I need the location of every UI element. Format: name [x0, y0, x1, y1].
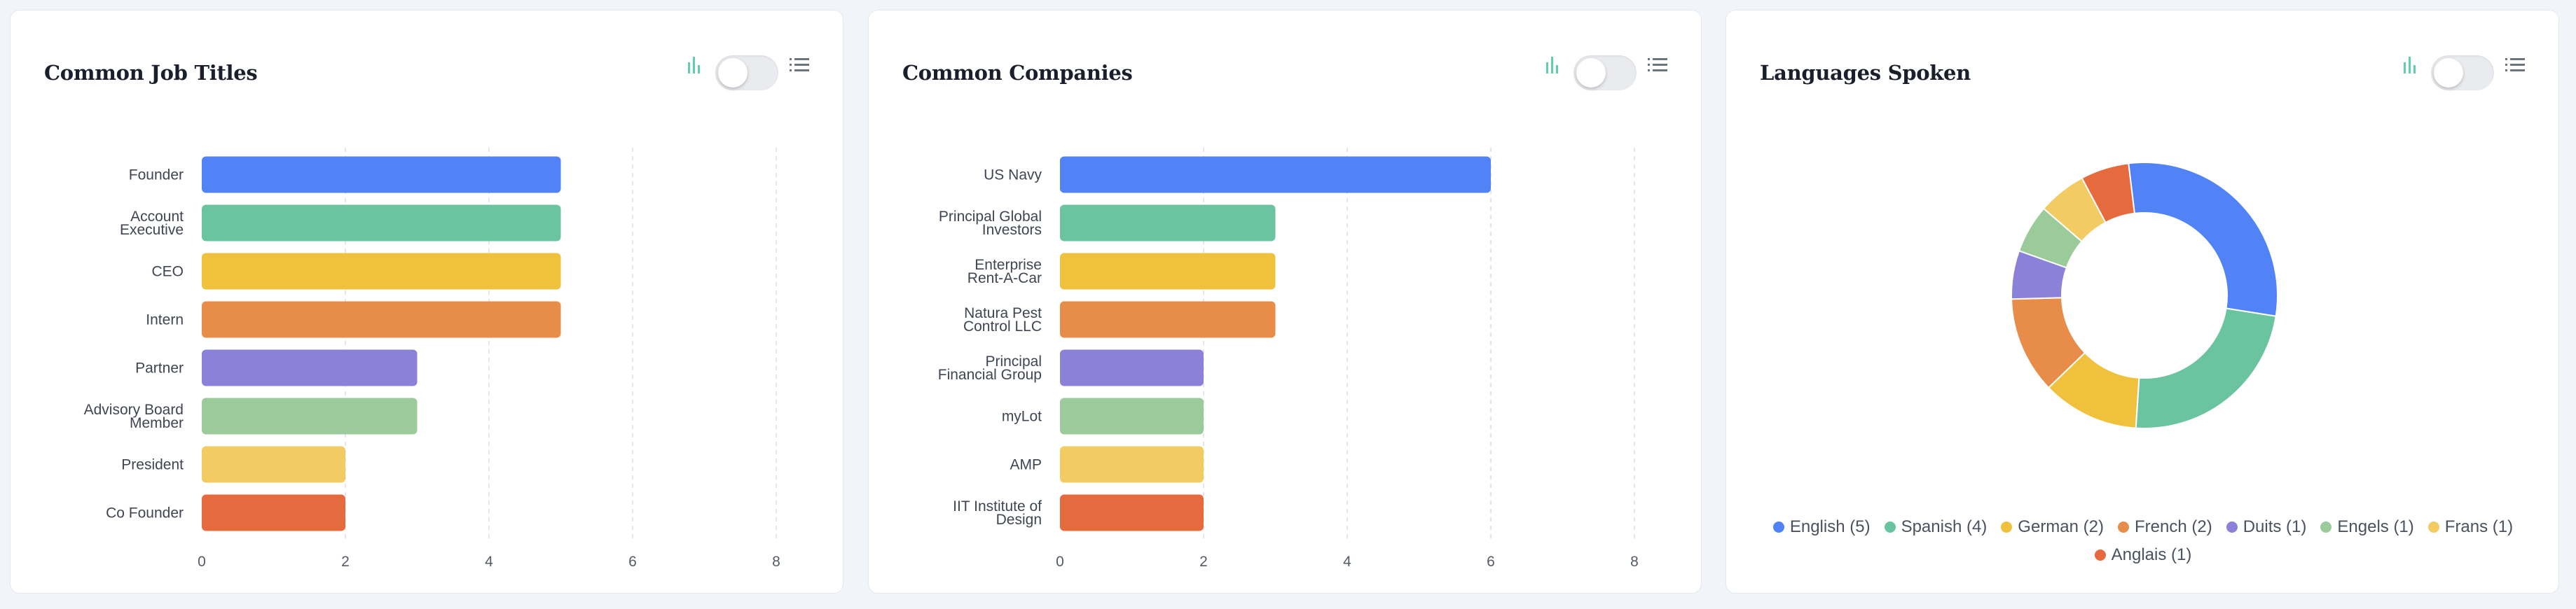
bar [202, 253, 561, 290]
legend-label: Anglais (1) [2111, 545, 2192, 564]
bar [202, 156, 561, 193]
y-tick-label: Financial Group [938, 367, 1042, 383]
legend-swatch [2001, 522, 2013, 533]
toggle-knob [1576, 58, 1606, 88]
x-tick-label: 8 [772, 554, 780, 570]
list-icon[interactable] [2505, 57, 2525, 74]
bar [202, 398, 418, 435]
bar-chart-icon[interactable] [1544, 55, 1561, 75]
bar [202, 349, 418, 386]
card-title: Languages Spoken [1760, 61, 1971, 85]
list-icon[interactable] [1648, 57, 1667, 74]
x-tick-label: 4 [485, 554, 493, 570]
legend-label: Engels (1) [2337, 517, 2414, 536]
x-tick-label: 0 [1056, 554, 1064, 570]
bar-chart-icon[interactable] [686, 55, 703, 75]
y-tick-label: Control LLC [963, 318, 1042, 335]
y-tick-label: Co Founder [106, 505, 184, 522]
legend-swatch [2094, 550, 2106, 561]
legend-swatch [2226, 522, 2238, 533]
list-icon[interactable] [790, 57, 809, 74]
legend-label: German (2) [2018, 517, 2104, 536]
legend-label: French (2) [2135, 517, 2212, 536]
legend-item[interactable]: English (5) [1772, 513, 1871, 541]
bar [1060, 204, 1276, 241]
legend-label: Spanish (4) [1901, 517, 1988, 536]
bar [202, 204, 561, 241]
legend-item[interactable]: Engels (1) [2320, 513, 2414, 541]
job-titles-card: Common Job Titles 0 2 4 6 8 Founder Account Exe… [10, 10, 843, 594]
x-tick-label: 2 [1199, 554, 1208, 570]
bar [1060, 494, 1204, 531]
x-tick-label: 0 [198, 554, 206, 570]
legend-label: Duits (1) [2243, 517, 2307, 536]
y-tick-label: CEO [151, 264, 184, 280]
x-tick-label: 8 [1630, 554, 1639, 570]
bar [1060, 349, 1204, 386]
y-tick-label: Enterprise [974, 257, 1042, 273]
donut-slice [2135, 307, 2277, 429]
legend-label: Frans (1) [2444, 517, 2514, 536]
view-toggle[interactable] [2431, 55, 2494, 90]
donut-slice [2128, 162, 2278, 317]
legend-item[interactable]: Spanish (4) [1884, 513, 1988, 541]
legend-item[interactable]: German (2) [2001, 513, 2104, 541]
y-tick-label: US Navy [984, 167, 1042, 183]
y-tick-label: Natura Pest [964, 305, 1042, 321]
legend-swatch [2320, 522, 2332, 533]
legend-item[interactable]: French (2) [2118, 513, 2212, 541]
legend-item[interactable]: Anglais (1) [2094, 541, 2192, 569]
bar [1060, 301, 1276, 338]
toggle-knob [2434, 58, 2463, 88]
x-tick-label: 6 [1487, 554, 1495, 570]
card-title: Common Companies [902, 61, 1133, 85]
companies-card: Common Companies 0 2 4 6 8 US Navy Principal G… [868, 10, 1702, 594]
bar-chart-icon[interactable] [2402, 55, 2418, 75]
view-toggle[interactable] [1573, 55, 1637, 90]
view-toggle[interactable] [715, 55, 778, 90]
y-tick-label: Principal Global [939, 209, 1042, 225]
bar [1060, 398, 1204, 435]
y-tick-label: President [121, 457, 184, 473]
y-tick-label: AMP [1010, 457, 1042, 473]
languages-card: Languages Spoken English (5) Spanish (4) G… [1726, 10, 2559, 594]
y-tick-label: Advisory Board [84, 402, 184, 418]
y-tick-label: Intern [146, 312, 184, 328]
legend-item[interactable]: Frans (1) [2427, 513, 2514, 541]
languages-donut-chart [2011, 162, 2278, 429]
y-tick-label: Member [130, 415, 184, 431]
bar [1060, 253, 1276, 290]
y-tick-label: IIT Institute of [953, 498, 1042, 514]
legend-item[interactable]: Duits (1) [2226, 513, 2307, 541]
x-tick-label: 4 [1343, 554, 1351, 570]
y-tick-label: Principal [985, 354, 1042, 370]
donut-slice [2081, 162, 2135, 224]
y-tick-label: Account [130, 209, 184, 225]
y-tick-label: Investors [982, 222, 1042, 238]
toggle-knob [718, 58, 748, 88]
y-tick-label: Design [996, 512, 1042, 528]
y-tick-label: Rent-A-Car [967, 270, 1042, 286]
legend-label: English (5) [1789, 517, 1871, 536]
legend-swatch [2427, 522, 2439, 533]
bar [202, 446, 345, 483]
y-tick-label: Partner [135, 360, 184, 377]
card-title: Common Job Titles [44, 61, 258, 85]
y-tick-label: Founder [129, 167, 184, 183]
bar [202, 301, 561, 338]
chart-legend: English (5) Spanish (4) German (2) French (… [1726, 513, 2560, 569]
bar [1060, 156, 1491, 193]
y-tick-label: Executive [120, 222, 184, 238]
legend-swatch [2118, 522, 2129, 533]
x-tick-label: 2 [341, 554, 350, 570]
legend-swatch [1884, 522, 1896, 533]
x-tick-label: 6 [628, 554, 637, 570]
legend-swatch [1772, 522, 1784, 533]
bar [1060, 446, 1204, 483]
bar [202, 494, 345, 531]
y-tick-label: myLot [1002, 409, 1042, 425]
